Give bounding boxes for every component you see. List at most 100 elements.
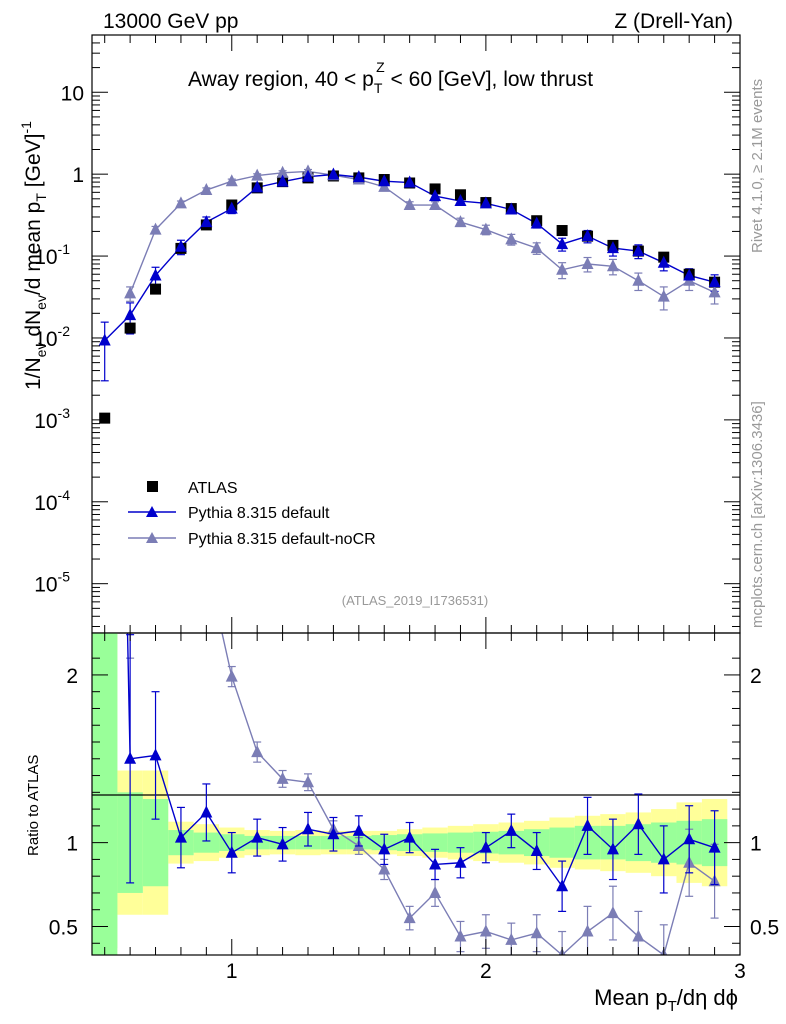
default-point — [327, 167, 340, 180]
nocr-point — [454, 215, 467, 228]
ratio-series-line — [126, 633, 715, 888]
default-point — [505, 202, 518, 215]
ratio-nocr-point — [251, 745, 264, 758]
ratio-default-point — [174, 830, 187, 843]
ratio-series-default — [124, 633, 721, 912]
ratio-default-point — [149, 748, 162, 761]
legend-marker-atlas — [147, 481, 158, 492]
nocr-point — [225, 174, 238, 187]
ratio-xtick-label: 2 — [480, 960, 492, 983]
nocr-point — [174, 196, 187, 209]
default-point — [276, 174, 289, 187]
ratio-default-point — [429, 857, 442, 870]
ratio-series-nocr — [126, 633, 721, 955]
default-point — [479, 196, 492, 209]
legend-marker-default — [146, 506, 158, 517]
default-point — [581, 229, 594, 242]
nocr-point — [606, 259, 619, 272]
legend-label-default: Pythia 8.315 default — [188, 505, 330, 522]
ratio-nocr-point — [454, 929, 467, 942]
ratio-ytick-label-right: 0.5 — [750, 916, 779, 939]
nocr-point — [403, 198, 416, 211]
ratio-nocr-point — [606, 906, 619, 919]
default-point — [556, 237, 569, 250]
ratio-ytick-label: 1 — [66, 833, 78, 856]
legend-label-nocr: Pythia 8.315 default-noCR — [188, 531, 376, 548]
nocr-point — [124, 286, 137, 299]
uncertainty-band-inner — [447, 832, 474, 853]
ratio-default-point — [251, 830, 264, 843]
main-series-nocr — [126, 168, 719, 311]
default-point — [98, 333, 111, 346]
ratio-default-point — [454, 855, 467, 868]
default-point — [403, 175, 416, 188]
ratio-ytick-label: 2 — [66, 665, 78, 688]
ratio-nocr-point — [429, 885, 442, 898]
ratio-ytick-label-right: 2 — [750, 665, 762, 688]
ratio-ytick-label-right: 1 — [750, 833, 762, 856]
atlas-point — [124, 322, 136, 334]
ratio-default-point — [276, 837, 289, 850]
ratio-default-point — [124, 751, 137, 764]
default-point — [708, 275, 721, 288]
default-point — [683, 268, 696, 281]
ratio-nocr-point — [479, 924, 492, 937]
default-point — [632, 244, 645, 257]
nocr-point — [581, 257, 594, 270]
default-point — [429, 189, 442, 202]
nocr-point — [556, 262, 569, 275]
default-point — [174, 239, 187, 252]
ratio-nocr-point — [505, 932, 518, 945]
ratio-xtick-label: 1 — [226, 960, 238, 983]
ratio-xlabel: Mean pT/dη dϕ — [594, 985, 738, 1015]
main-ytick-label: 10 — [61, 82, 84, 105]
atlas-point — [556, 225, 568, 237]
ratio-default-point — [378, 842, 391, 855]
default-point — [200, 215, 213, 228]
ratio-ylabel: Ratio to ATLAS — [25, 755, 42, 856]
nocr-point — [505, 232, 518, 245]
main-ylabel: 1/Nev dNev/d mean pT [GeV]-1 — [18, 121, 49, 390]
default-point — [606, 241, 619, 254]
main-series-line — [129, 170, 715, 298]
uncertainty-band-inner — [193, 832, 220, 853]
legend: ATLAS Pythia 8.315 default Pythia 8.315 … — [128, 480, 376, 548]
ratio-nocr-point — [378, 862, 391, 875]
nocr-point — [200, 183, 213, 196]
ratio-frame — [91, 632, 741, 956]
nocr-point — [251, 168, 264, 181]
ratio-default-point — [581, 818, 594, 831]
default-point — [251, 180, 264, 193]
uncertainty-band-inner — [92, 633, 118, 955]
nocr-point — [276, 165, 289, 178]
nocr-point — [479, 222, 492, 235]
ratio-default-point — [225, 845, 238, 858]
default-point — [225, 201, 238, 214]
ratio-default-point — [302, 822, 314, 835]
default-point — [352, 170, 365, 183]
uncertainty-band-inner — [549, 827, 575, 858]
main-ytick-label: 10-2 — [34, 323, 70, 351]
ratio-default-point — [556, 879, 569, 892]
default-point — [530, 216, 543, 229]
ratio-nocr-point — [530, 926, 543, 939]
main-ytick-label: 1 — [72, 164, 84, 187]
uncertainty-band-inner — [422, 833, 448, 852]
main-ytick-label: 10-4 — [34, 487, 70, 515]
nocr-point — [530, 241, 543, 254]
ratio-nocr-point — [302, 775, 314, 788]
main-ytick-label: 10-3 — [34, 405, 70, 433]
ratio-nocr-point — [632, 929, 645, 942]
ratio-xtick-label: 3 — [734, 960, 746, 983]
default-point — [657, 255, 670, 268]
ratio-default-point — [530, 844, 543, 857]
ratio-default-point — [606, 842, 619, 855]
side-mcplots: mcplots.cern.ch [arXiv:1306.3436] — [749, 401, 766, 628]
ratio-default-point — [479, 840, 492, 853]
nocr-point — [632, 273, 645, 286]
nocr-point — [708, 285, 721, 298]
ratio-nocr-point — [276, 771, 289, 784]
legend-marker-nocr — [146, 532, 158, 543]
panel-title: Away region, 40 < pT Z < 60 [GeV], low t… — [188, 59, 593, 96]
ratio-nocr-point — [225, 669, 238, 682]
